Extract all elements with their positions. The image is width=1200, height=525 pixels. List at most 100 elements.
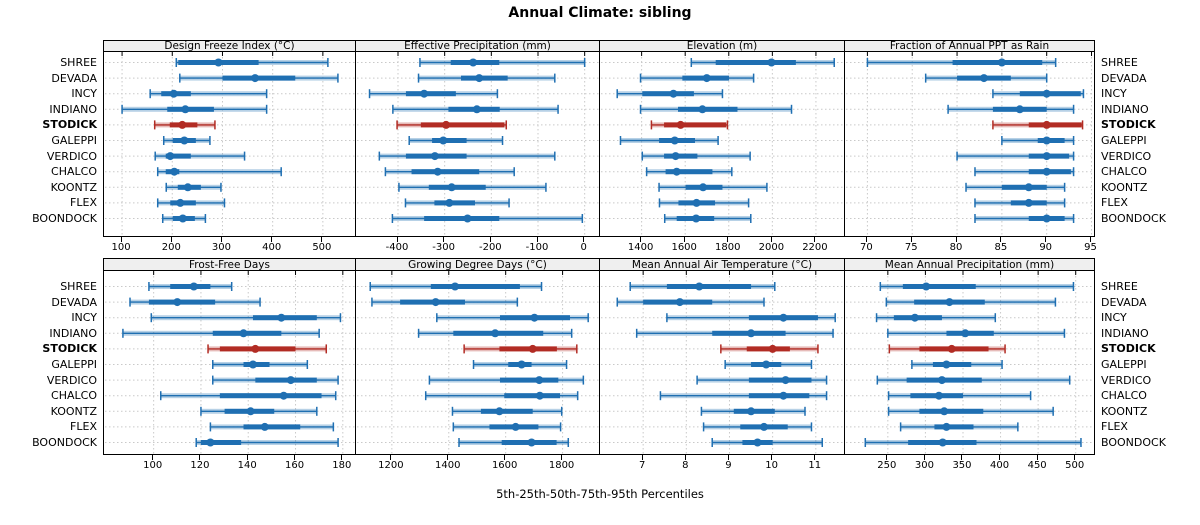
x-axis: 70 75 80 85 90 95: [844, 237, 1097, 257]
climate-panel: Mean Annual Air Temperature (°C) 7 8 9 10 11: [599, 258, 845, 475]
panel-strip-title: Frost-Free Days: [103, 258, 356, 271]
panel-canvas: [844, 52, 1095, 237]
axis-tick-label: 120: [190, 460, 210, 471]
axis-tick: [246, 455, 248, 460]
axis-tick: [1074, 455, 1076, 460]
site-label-left: STODICK: [42, 118, 97, 132]
site-label-right: STODICK: [1101, 342, 1156, 356]
axis-tick-label: -300: [432, 242, 455, 253]
axis-tick: [341, 455, 343, 460]
site-label-right: KOONTZ: [1101, 180, 1148, 194]
axis-tick-label: 100: [143, 460, 163, 471]
x-axis: 1400 1600 1800 2000 2200: [599, 237, 845, 257]
x-axis: 100 200 300 400 500: [103, 237, 356, 257]
axis-tick-label: 500: [1065, 460, 1085, 471]
site-label-right: BOONDOCK: [1101, 436, 1166, 449]
axis-tick-label: -400: [385, 242, 409, 253]
axis-tick-label: 400: [262, 242, 282, 253]
axis-tick: [999, 455, 1001, 460]
site-label-right: SHREE: [1101, 56, 1138, 69]
axis-tick-label: 90: [1039, 242, 1053, 253]
axis-tick-label: 8: [682, 460, 689, 471]
site-label-left: SHREE: [60, 56, 97, 69]
site-label-right: SHREE: [1101, 280, 1138, 293]
site-label-left: INDIANO: [49, 102, 97, 116]
site-label-right: BOONDOCK: [1101, 212, 1166, 225]
site-label-right: GALEPPI: [1101, 358, 1147, 371]
axis-tick: [489, 237, 491, 242]
site-label-left: INCY: [71, 87, 97, 101]
site-label-right: INCY: [1101, 87, 1127, 101]
site-label-left: GALEPPI: [51, 134, 97, 147]
panel-strip-title: Elevation (m): [599, 40, 845, 52]
axis-tick: [443, 237, 445, 242]
axis-tick-label: -200: [478, 242, 502, 253]
climate-panel: Elevation (m) 1400 1600 1800 2000 2200: [599, 40, 845, 257]
site-label-left: BOONDOCK: [32, 436, 97, 449]
axis-tick: [447, 455, 449, 460]
climate-panel: Fraction of Annual PPT as Rain 70 75 80 85 90…: [844, 40, 1097, 257]
site-label-left: SHREE: [60, 280, 97, 293]
site-label-right: VERDICO: [1101, 149, 1152, 163]
axis-tick-label: 250: [877, 460, 897, 471]
axis-tick: [886, 455, 888, 460]
axis-tick: [961, 455, 963, 460]
axis-tick: [727, 455, 729, 460]
site-label-left: KOONTZ: [50, 180, 97, 194]
site-label-left: KOONTZ: [50, 404, 97, 418]
axis-tick: [152, 455, 154, 460]
panel-strip-title: Mean Annual Precipitation (mm): [844, 258, 1095, 271]
panel-row-1: SHREE SHREE DEVADA DEVADA INCY INCY INDIANO IND…: [0, 40, 1200, 257]
axis-tick-label: 1600: [491, 460, 518, 471]
site-label-right: INCY: [1101, 311, 1127, 325]
axis-tick: [396, 237, 398, 242]
axis-tick-label: 400: [990, 460, 1010, 471]
site-label-right: DEVADA: [1101, 71, 1147, 85]
panel-canvas: [844, 271, 1095, 455]
axis-tick: [684, 455, 686, 460]
panel-canvas: [103, 52, 356, 237]
axis-tick-label: 9: [725, 460, 732, 471]
axis-tick: [1045, 237, 1047, 242]
axis-tick-label: 85: [994, 242, 1008, 253]
axis-tick: [220, 237, 222, 242]
panel-canvas: [103, 271, 356, 455]
axis-tick-label: 1800: [548, 460, 575, 471]
panel-strip-title: Effective Precipitation (mm): [355, 40, 600, 52]
axis-tick-label: 180: [332, 460, 352, 471]
site-label-left: INDIANO: [49, 326, 97, 340]
site-label-left: VERDICO: [46, 149, 97, 163]
axis-tick-label: 2200: [802, 242, 828, 253]
panel-strip-title: Growing Degree Days (°C): [355, 258, 600, 271]
panel-canvas: [599, 271, 845, 455]
x-axis: 100 120 140 160 180: [103, 455, 356, 475]
axis-tick-label: 1400: [627, 242, 654, 253]
site-label-right: INDIANO: [1101, 102, 1149, 116]
axis-tick: [955, 237, 957, 242]
x-axis: 1200 1400 1600 1800: [355, 455, 600, 475]
axis-tick-label: -100: [525, 242, 549, 253]
axis-tick: [771, 455, 773, 460]
axis-tick: [321, 237, 323, 242]
axis-tick-label: 450: [1027, 460, 1047, 471]
axis-tick-label: 140: [237, 460, 257, 471]
panel-canvas: [599, 52, 845, 237]
axis-tick: [683, 237, 685, 242]
axis-tick-label: 75: [904, 242, 918, 253]
axis-tick-label: 2000: [758, 242, 785, 253]
x-axis: -400 -300 -200 -100 0: [355, 237, 600, 257]
axis-tick-label: 11: [808, 460, 822, 471]
site-label-right: FLEX: [1101, 420, 1128, 434]
axis-tick: [770, 237, 772, 242]
axis-tick: [1090, 237, 1092, 242]
site-label-left: DEVADA: [51, 295, 97, 309]
axis-tick: [536, 237, 538, 242]
axis-tick-label: 80: [949, 242, 963, 253]
site-label-right: CHALCO: [1101, 389, 1147, 403]
axis-tick: [294, 455, 296, 460]
axis-tick-label: 200: [161, 242, 181, 253]
x-axis: 250 300 350 400 450 500: [844, 455, 1095, 475]
climate-panel: Frost-Free Days 100 120 140 160 180: [103, 258, 356, 475]
site-label-left: FLEX: [70, 420, 97, 434]
